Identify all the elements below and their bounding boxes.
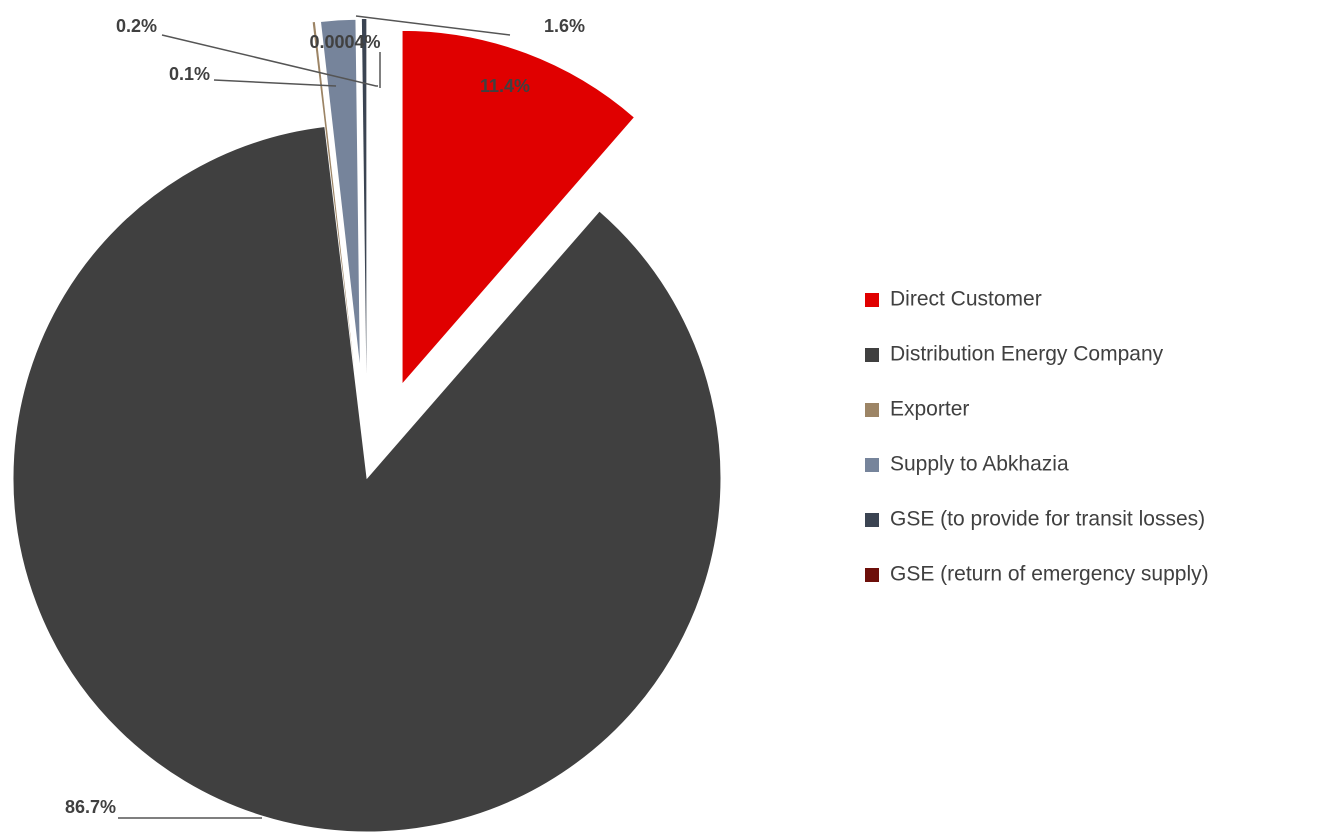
- pie-slice: [319, 18, 361, 374]
- legend-label: GSE (to provide for transit losses): [890, 508, 1205, 531]
- legend-label: Distribution Energy Company: [890, 343, 1164, 366]
- pie-slice: [312, 21, 355, 374]
- legend-label: Exporter: [890, 398, 969, 421]
- legend-swatch: [865, 568, 879, 582]
- legend-label: Direct Customer: [890, 288, 1042, 311]
- legend-swatch: [865, 348, 879, 362]
- data-label: 0.0004%: [309, 32, 380, 52]
- pie-slice: [361, 19, 367, 374]
- legend-swatch: [865, 403, 879, 417]
- leader-line: [213, 79, 337, 87]
- data-label: 1.6%: [544, 16, 585, 36]
- legend-label: GSE (return of emergency supply): [890, 563, 1209, 586]
- legend-swatch: [865, 293, 879, 307]
- legend-swatch: [865, 513, 879, 527]
- data-label: 11.4%: [480, 76, 530, 96]
- legend-label: Supply to Abkhazia: [890, 453, 1069, 476]
- data-label: 0.2%: [116, 16, 157, 36]
- legend-swatch: [865, 458, 879, 472]
- leader-line: [161, 34, 378, 87]
- data-label: 0.1%: [169, 64, 210, 84]
- data-label: 86.7%: [65, 797, 116, 817]
- pie-slice: [12, 125, 722, 832]
- pie-slice: [401, 29, 636, 386]
- leader-line: [355, 15, 511, 36]
